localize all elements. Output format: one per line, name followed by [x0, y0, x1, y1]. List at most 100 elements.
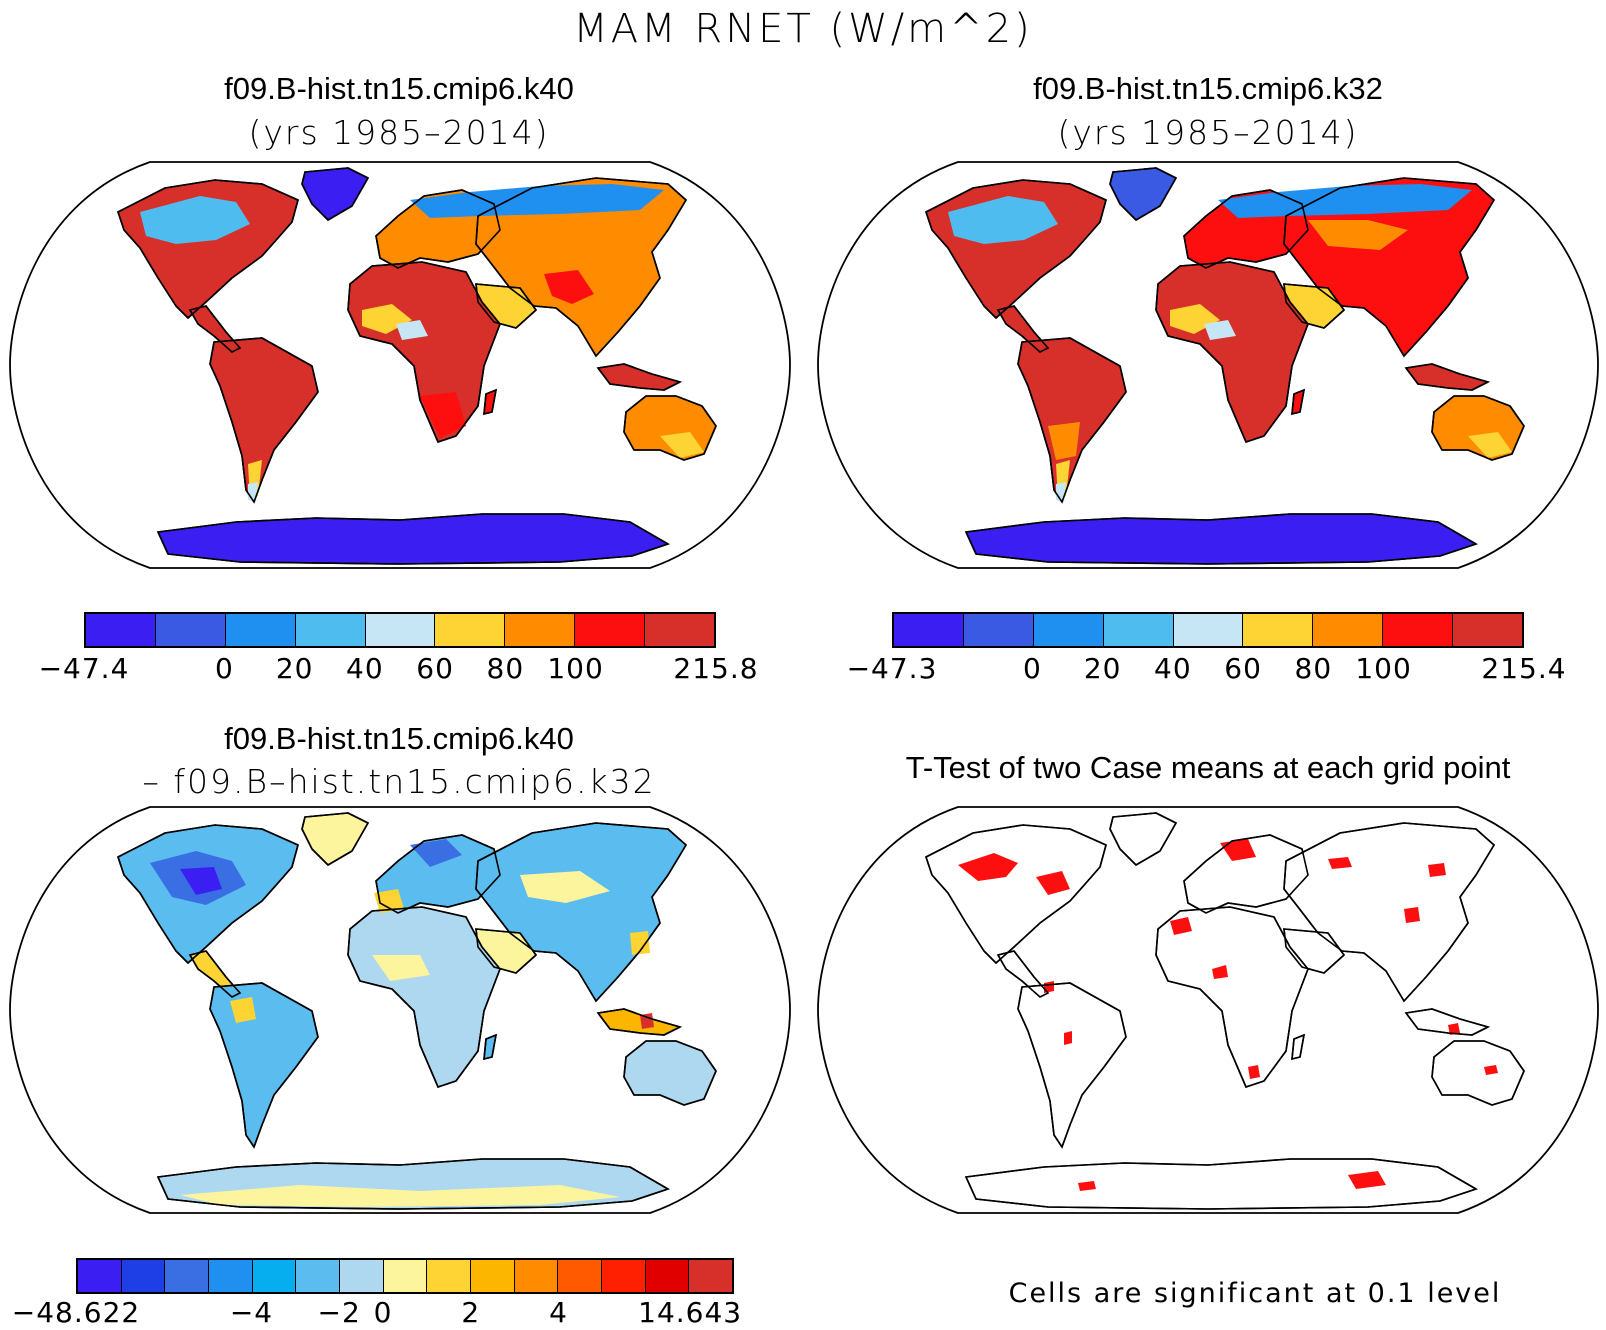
value-region [1204, 320, 1236, 340]
value-region [660, 432, 704, 458]
value-region [180, 1185, 620, 1207]
colorbar-tick-label: 60 [1224, 652, 1262, 685]
map-frame [9, 806, 791, 1214]
coastline [188, 950, 242, 998]
colorbar-swatch [209, 1260, 253, 1292]
map-frame [9, 161, 791, 569]
coastline [475, 928, 538, 974]
colorbar-swatch [1383, 614, 1454, 646]
value-region [958, 853, 1018, 881]
value-region [1448, 1023, 1460, 1035]
landmass-asia [1283, 822, 1495, 1002]
colorbar-tick-label: 60 [416, 652, 454, 685]
coastline [1283, 928, 1346, 974]
colorbar-tick-label: −2 [317, 1296, 361, 1329]
colorbar-k32-labels: −47.3 0 20 40 60 80 100 215.4 [847, 652, 1566, 686]
colorbar-swatch [296, 1260, 341, 1292]
value-region [1218, 184, 1472, 218]
colorbar-swatch [86, 614, 156, 646]
coastline [209, 982, 319, 1149]
colorbar-swatch [602, 1260, 646, 1292]
colorbar-tick-label: 0 [373, 1296, 393, 1329]
colorbar-swatch [78, 1260, 122, 1292]
map-difference [9, 806, 791, 1214]
value-region [1078, 1181, 1096, 1191]
map-k40 [9, 161, 791, 569]
landmass-northAmerica [925, 824, 1107, 964]
landmass-indonesia [1405, 1008, 1489, 1036]
coastline [996, 950, 1050, 998]
colorbar-tick-label: 0 [215, 652, 234, 685]
coastline [596, 1008, 683, 1036]
coastline [1283, 822, 1496, 1003]
colorbar-tick-label: 80 [1294, 652, 1333, 685]
map-frame [817, 806, 1599, 1214]
coastline [301, 812, 370, 867]
coastline [347, 261, 501, 443]
colorbar-swatch [558, 1260, 603, 1292]
colorbar-swatch [963, 614, 1034, 646]
coastline [1283, 177, 1496, 358]
colorbar-swatch [435, 614, 506, 646]
value-region [1170, 917, 1192, 935]
coastline [1283, 283, 1346, 329]
value-region [140, 196, 250, 244]
colorbar-swatch [225, 614, 296, 646]
coastline [964, 513, 1478, 565]
colorbar-tick-label: −47.4 [38, 652, 130, 685]
value-region [1348, 1171, 1386, 1189]
landmass-indonesia [597, 363, 681, 391]
colorbar-swatch [1173, 614, 1244, 646]
value-region [410, 839, 462, 867]
value-region [520, 871, 610, 903]
coastline [1431, 395, 1525, 461]
colorbar-difference [76, 1258, 734, 1294]
colorbar-swatch [340, 1260, 384, 1292]
coastline [117, 824, 299, 965]
colorbar-difference-labels: −48.622 −4 −2 0 2 4 14.643 [12, 1296, 741, 1330]
coastline [1404, 363, 1491, 391]
value-region [1328, 857, 1352, 869]
value-region [410, 184, 664, 218]
coastline [375, 189, 501, 269]
coastline [475, 822, 688, 1003]
colorbar-tick-label: 14.643 [638, 1296, 743, 1329]
colorbar-swatch [894, 614, 964, 646]
landmass-southAmerica [209, 982, 319, 1148]
coastline [475, 177, 688, 358]
coastline [1017, 337, 1127, 504]
colorbar-tick-label: 215.4 [1481, 652, 1567, 685]
coastline [347, 906, 501, 1088]
colorbar-swatch [295, 614, 366, 646]
colorbar-swatch [645, 1260, 690, 1292]
coastline [925, 179, 1107, 320]
colorbar-tick-label: −4 [229, 1296, 274, 1329]
coastline [925, 824, 1107, 965]
colorbar-swatch [1103, 614, 1174, 646]
colorbar-tick-label: 4 [549, 1296, 568, 1329]
colorbar-tick-label: 40 [346, 652, 384, 685]
colorbar-k40-labels: −47.4 0 20 40 60 80 100 215.8 [39, 652, 758, 686]
coastline [623, 1040, 717, 1106]
colorbar-swatch [365, 614, 436, 646]
colorbar-tick-label: 100 [1355, 652, 1412, 685]
value-region [180, 867, 222, 895]
value-region [948, 196, 1058, 244]
coastline [1017, 982, 1127, 1149]
panel-1-subtitle: (yrs 1985–2014) [248, 113, 550, 152]
panel-4-title: T-Test of two Case means at each grid po… [905, 750, 1511, 785]
coastline [1183, 834, 1309, 914]
coastline [996, 305, 1050, 353]
value-region [396, 320, 428, 340]
value-region [1248, 1065, 1260, 1079]
colorbar-tick-label: 80 [486, 652, 525, 685]
colorbar-swatch [383, 1260, 428, 1292]
value-region [1308, 220, 1408, 250]
colorbar-swatch [427, 1260, 472, 1292]
value-region [1056, 482, 1066, 502]
coastline [483, 1033, 498, 1061]
colorbar-tick-label: −48.622 [11, 1296, 141, 1329]
colorbar-swatch [252, 1260, 297, 1292]
coastline [156, 513, 670, 565]
value-region [1468, 432, 1512, 458]
